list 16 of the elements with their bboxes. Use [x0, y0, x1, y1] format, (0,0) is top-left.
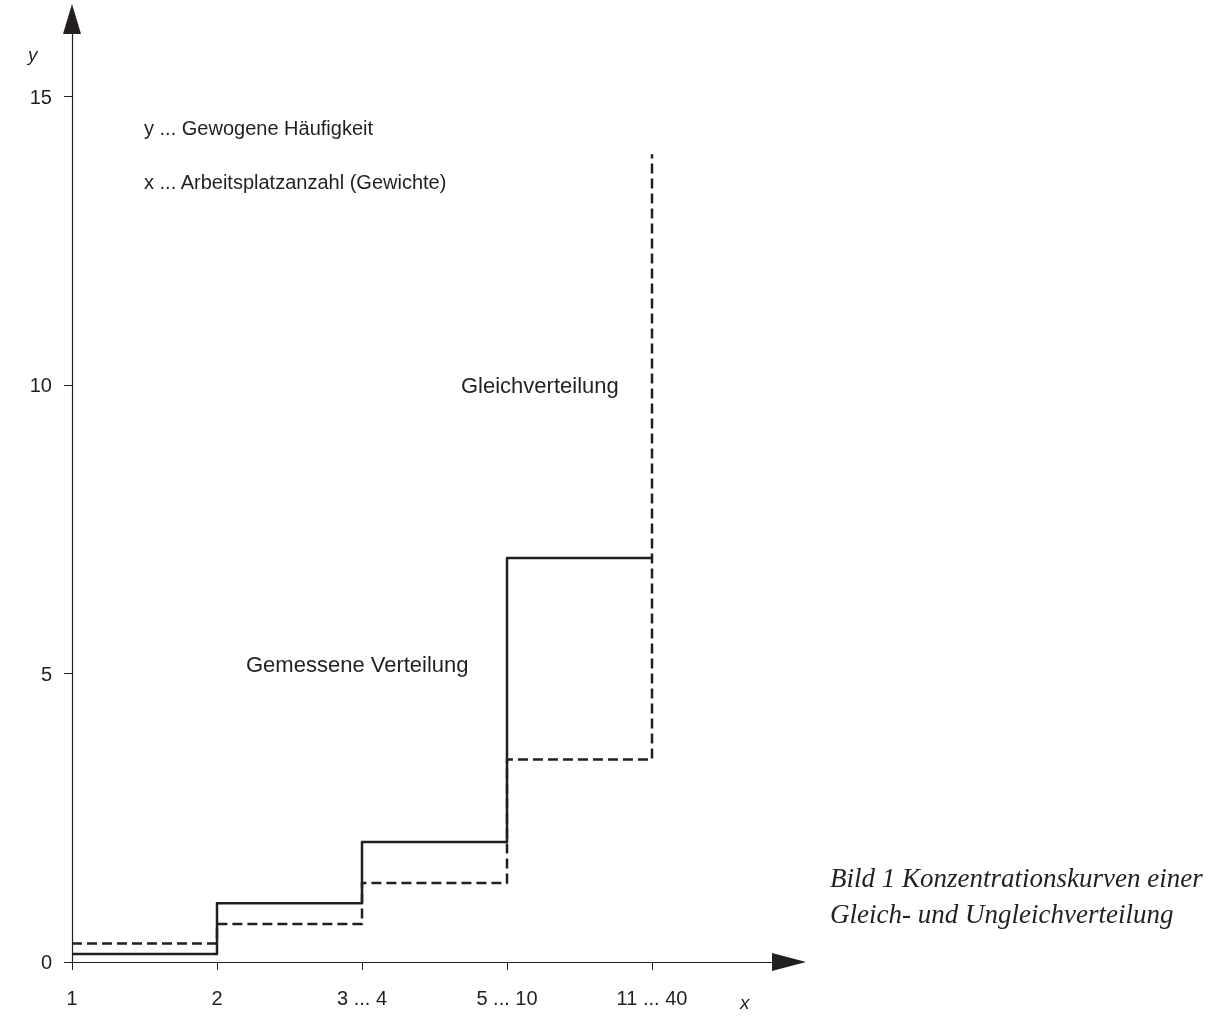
y-tick-label: 5: [40, 662, 52, 685]
y-tick-label: 15: [29, 85, 52, 108]
y-tick-label: 0: [40, 951, 52, 973]
series-label: Gemessene Verteilung: [246, 651, 469, 677]
y-tick-label: 10: [29, 374, 52, 397]
x-tick-label: 5 ... 10: [476, 987, 538, 1009]
text: Bild 1 Konzentrationskurven einer Gleich- und Ungleichverteilung: [830, 862, 1204, 931]
x-tick-label: 3 ... 4: [336, 987, 388, 1009]
y-axis-title: y: [26, 44, 39, 65]
series-label: Gleichverteilung: [461, 372, 619, 398]
x-axis-title: x: [739, 992, 751, 1013]
x-tick-label: 2: [211, 987, 223, 1009]
x-tick-label: 11 ... 40: [616, 987, 688, 1009]
x-tick-label: 1: [66, 987, 78, 1009]
annotation: x ... Arbeitsplatzanzahl (Gewichte): [144, 171, 447, 193]
annotation: y ... Gewogene Häufigkeit: [144, 117, 374, 139]
